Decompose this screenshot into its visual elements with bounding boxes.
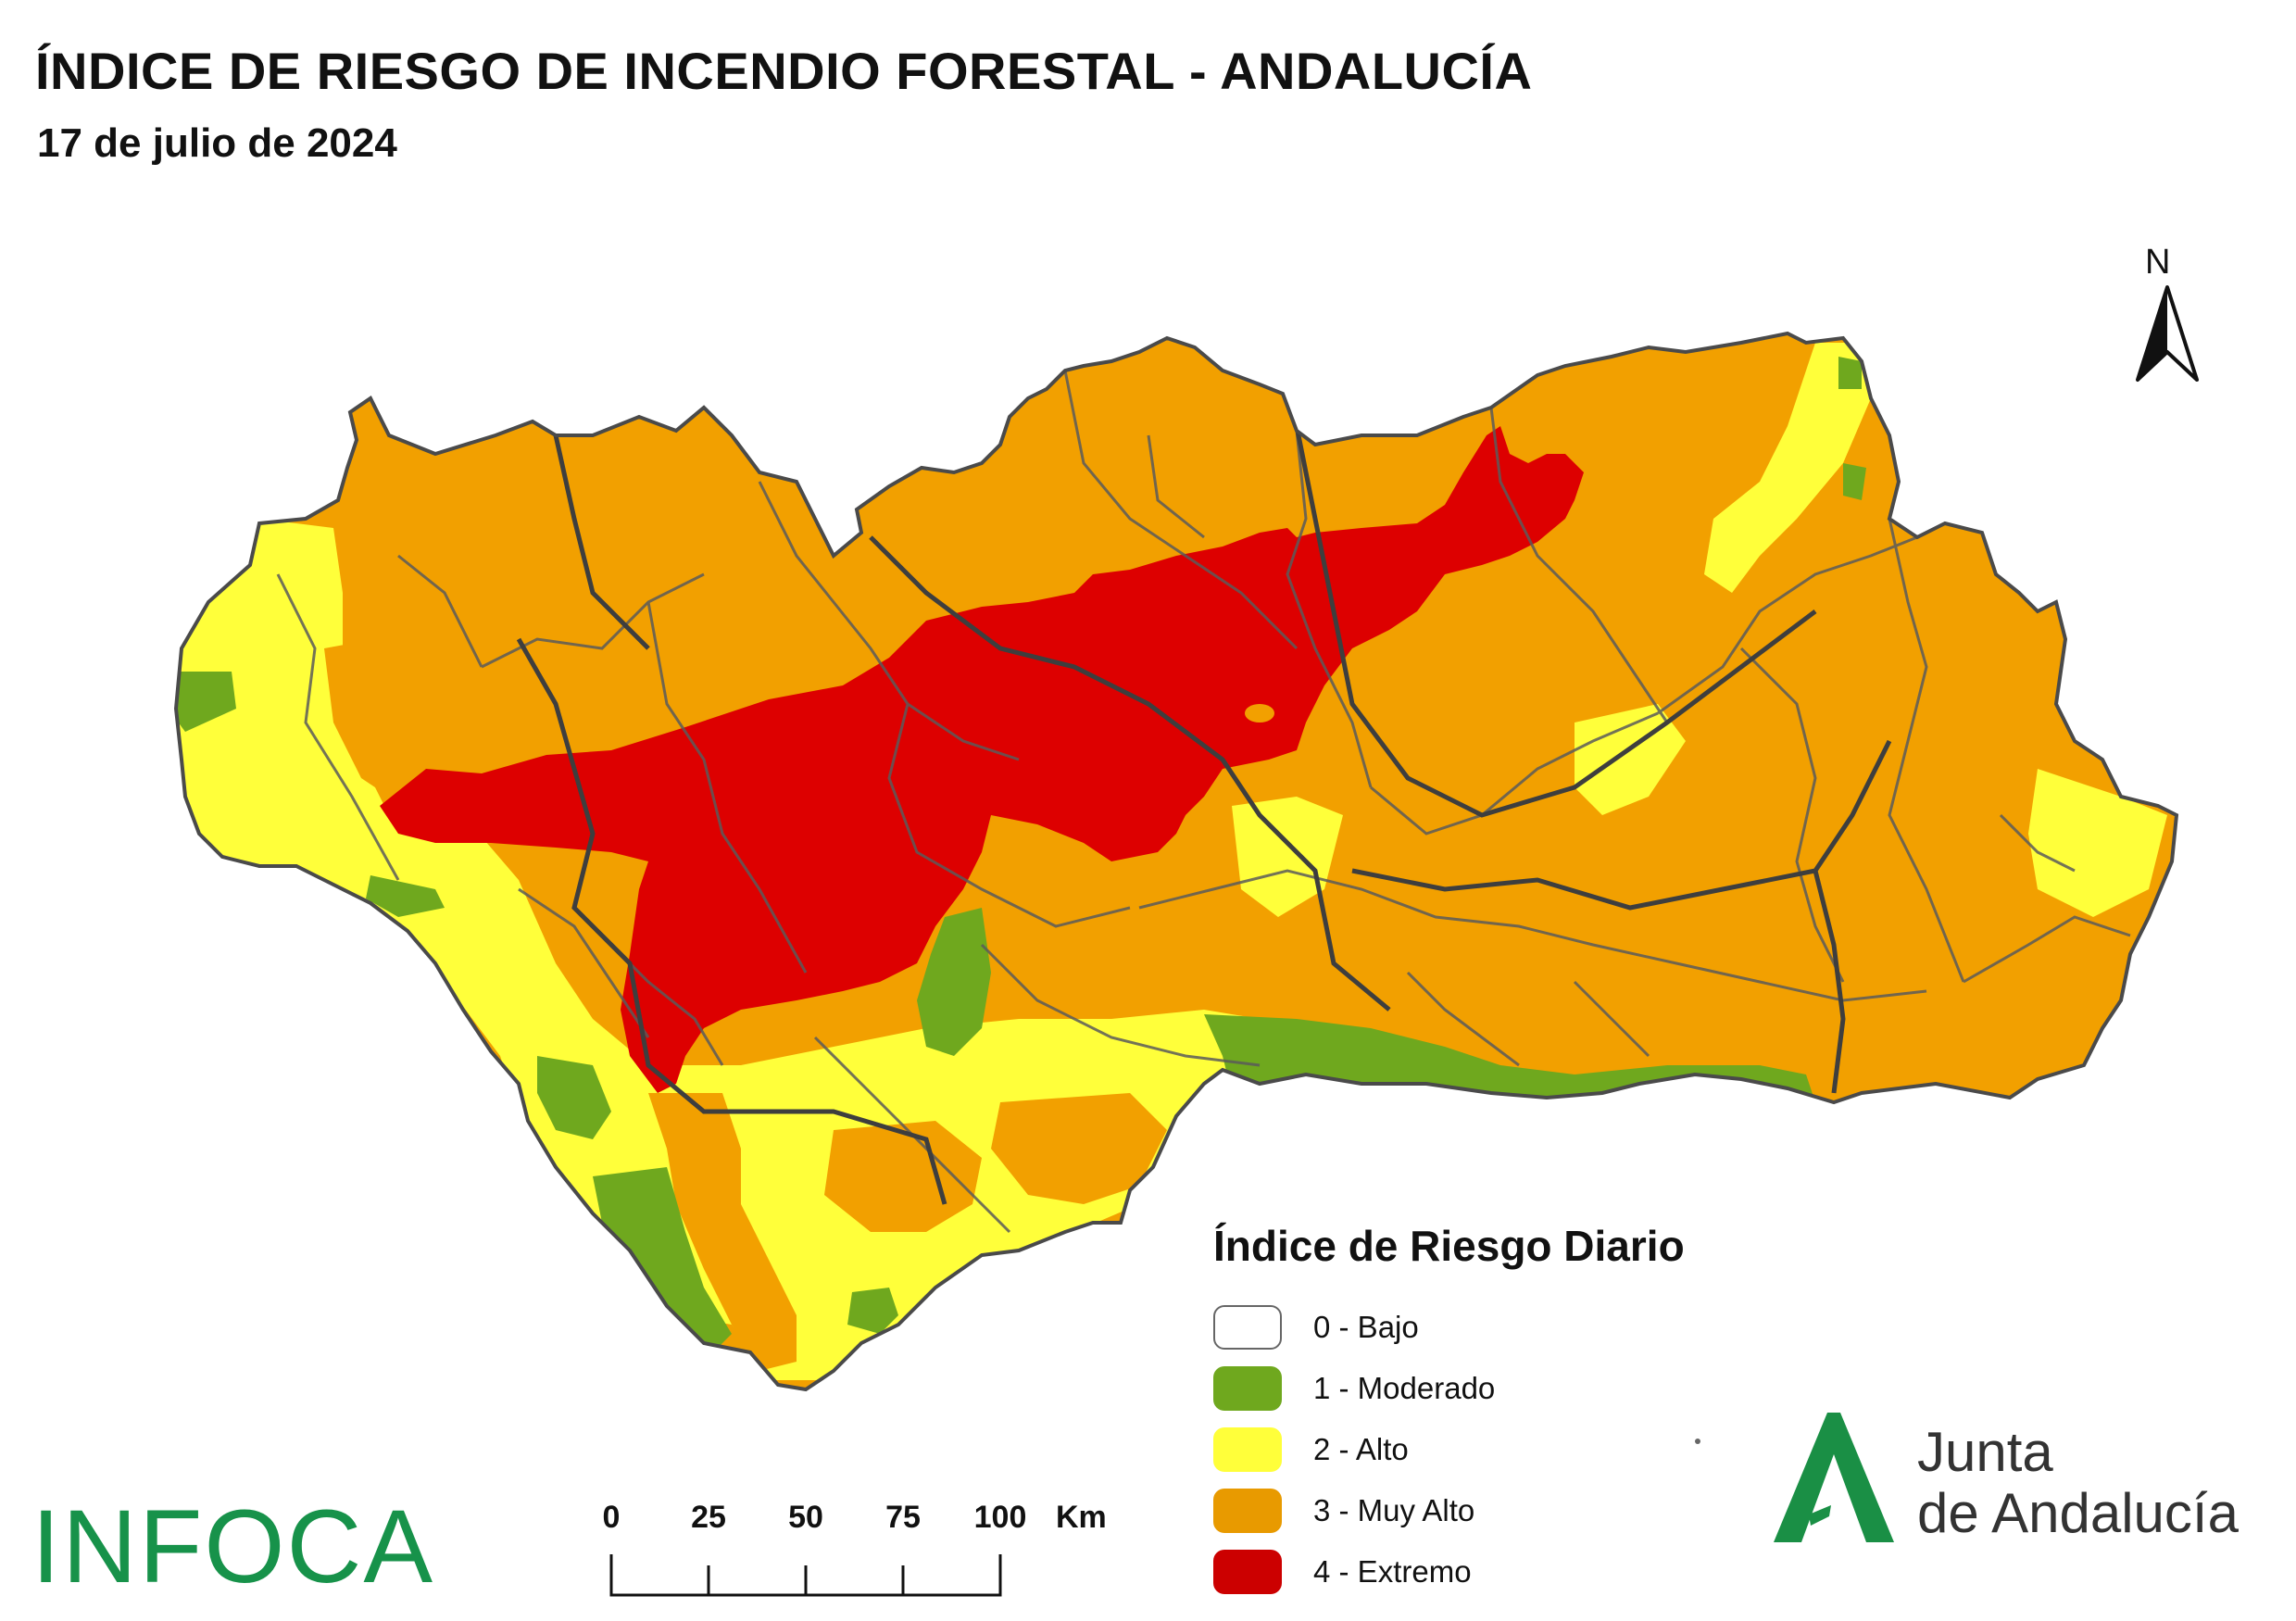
legend-item-moderado: 1 - Moderado [1213, 1358, 1806, 1419]
zone-extremo [380, 426, 1584, 1093]
junta-line1: Junta [1917, 1421, 2053, 1483]
junta-andalucia-logo-icon [1774, 1413, 1894, 1542]
scale-unit: Km [1056, 1500, 1107, 1535]
legend-item-muy-alto: 3 - Muy Alto [1213, 1480, 1806, 1541]
legend-item-extremo: 4 - Extremo [1213, 1541, 1806, 1602]
north-arrow-icon [2136, 285, 2199, 382]
legend-title: Índice de Riesgo Diario [1213, 1222, 1685, 1270]
legend-label-moderado: 1 - Moderado [1313, 1371, 1496, 1405]
zone-alto-jaen [1232, 797, 1343, 917]
infoca-logo: INFOCA [31, 1489, 435, 1604]
legend-label-extremo: 4 - Extremo [1313, 1554, 1472, 1589]
legend-item-bajo: 0 - Bajo [1213, 1297, 1806, 1358]
junta-andalucia-wordmark: Junta de Andalucía [1917, 1422, 2239, 1544]
scale-bar: 0 25 50 75 100 Km [593, 1487, 1148, 1607]
zone-muy-alto-w [324, 630, 500, 815]
legend-swatch-alto [1213, 1427, 1282, 1472]
zone-muy-alto-hole [1245, 704, 1274, 723]
scale-tick-100: 100 [973, 1500, 1027, 1535]
province-boundaries [516, 425, 1892, 1205]
scale-tick-50: 50 [788, 1500, 823, 1535]
legend-swatch-bajo [1213, 1305, 1282, 1350]
map-date: 17 de julio de 2024 [37, 120, 397, 166]
zone-moderado-huelva [366, 875, 445, 917]
junta-line2: de Andalucía [1917, 1482, 2239, 1544]
legend-swatch-extremo [1213, 1550, 1282, 1594]
zone-moderado-west [176, 672, 236, 732]
zone-alto-almeria [2028, 769, 2167, 917]
zone-moderado-donana [537, 1056, 611, 1139]
zone-moderado-ronda2 [847, 1288, 898, 1334]
zone-muy-alto-s2 [991, 1093, 1167, 1204]
zone-moderado-ne2 [1843, 463, 1866, 500]
scale-tick-75: 75 [885, 1500, 921, 1535]
zone-moderado-ronda [917, 908, 991, 1056]
scale-line [609, 1554, 1002, 1597]
legend-label-alto: 2 - Alto [1313, 1432, 1409, 1466]
municipal-boundaries [276, 370, 2131, 1234]
legend-label-muy-alto: 3 - Muy Alto [1313, 1493, 1475, 1527]
legend-item-alto: 2 - Alto [1213, 1419, 1806, 1480]
stray-dot [1695, 1439, 1700, 1444]
map-title: ÍNDICE DE RIESGO DE INCENDIO FORESTAL - … [35, 42, 1533, 100]
legend: Índice de Riesgo Diario 0 - Bajo 1 - Mod… [1213, 1221, 1806, 1602]
zone-moderado-ne [1838, 357, 1862, 389]
north-label: N [2145, 243, 2171, 282]
legend-swatch-moderado [1213, 1366, 1282, 1411]
legend-label-bajo: 0 - Bajo [1313, 1310, 1419, 1344]
scale-tick-25: 25 [691, 1500, 726, 1535]
zone-moderado-cadiz [593, 1167, 732, 1352]
scale-tick-0: 0 [602, 1500, 621, 1535]
zone-alto-east [1704, 343, 1871, 593]
legend-swatch-muy-alto [1213, 1489, 1282, 1533]
zone-muy-alto-sw [648, 1093, 797, 1371]
